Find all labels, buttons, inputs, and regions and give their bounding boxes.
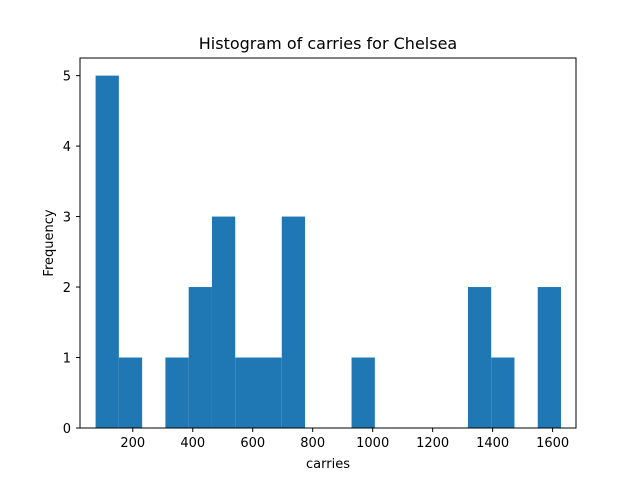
histogram-bar <box>258 357 282 428</box>
x-tick-label: 600 <box>240 436 265 451</box>
x-tick-label: 800 <box>300 436 325 451</box>
histogram-bar <box>351 357 375 428</box>
y-axis-ticks: 0 1 2 3 4 5 <box>63 70 80 437</box>
histogram-bar <box>211 216 236 428</box>
x-tick-label: 400 <box>180 436 205 451</box>
x-tick-label: 1200 <box>416 436 449 451</box>
x-tick-label: 1400 <box>476 436 509 451</box>
y-tick-label: 2 <box>63 281 71 296</box>
x-tick-label: 1600 <box>536 436 569 451</box>
histogram-bar <box>165 357 189 428</box>
y-tick-label: 5 <box>63 70 71 85</box>
histogram-bar <box>235 357 259 428</box>
x-axis-ticks: 200 400 600 800 1000 1200 1400 1600 <box>120 428 569 451</box>
plot-area-frame <box>79 57 577 429</box>
bars-group <box>95 75 562 428</box>
histogram-bar <box>188 287 212 428</box>
histogram-bar <box>537 287 562 428</box>
histogram-bar <box>281 216 306 428</box>
x-tick-label: 1000 <box>356 436 389 451</box>
chart-title: Histogram of carries for Chelsea <box>199 34 457 53</box>
y-tick-label: 3 <box>63 211 71 226</box>
histogram-bar <box>467 287 492 428</box>
histogram-bar <box>118 357 143 428</box>
x-tick-label: 200 <box>120 436 145 451</box>
y-tick-label: 0 <box>63 422 71 437</box>
y-tick-label: 4 <box>63 140 71 155</box>
y-axis-label: Frequency <box>42 209 57 276</box>
histogram-bar <box>491 357 515 428</box>
x-axis-label: carries <box>306 457 350 472</box>
histogram-bar <box>95 75 119 428</box>
y-tick-label: 1 <box>63 352 71 367</box>
